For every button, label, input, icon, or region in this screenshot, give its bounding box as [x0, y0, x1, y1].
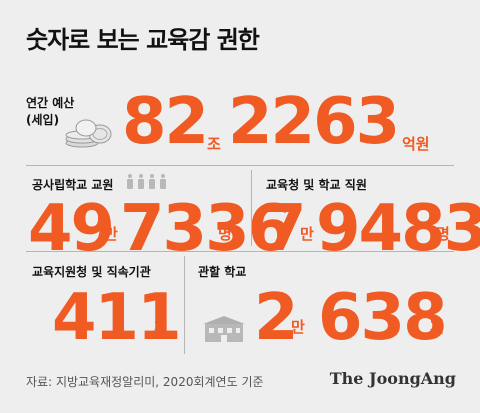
staff-label: 교육청 및 학교 직원 [266, 178, 367, 192]
schools-number-1: 2 [254, 281, 299, 355]
divider-2 [26, 251, 454, 252]
schools-unit-1: 만 [291, 318, 305, 336]
publisher-logo: The JoongAng [329, 369, 456, 388]
teachers-number-2: 7336 [120, 192, 292, 266]
teachers-unit-2: 명 [218, 225, 232, 243]
staff-unit-1: 만 [300, 225, 314, 243]
people-icon [126, 174, 167, 190]
divider-v1 [251, 170, 252, 246]
school-building-icon [203, 316, 245, 342]
budget-label-line1: 연간 예산 [26, 96, 75, 110]
budget-unit-1: 조 [207, 135, 221, 153]
budget-label: 연간 예산 (세입) [26, 94, 74, 128]
divider-1 [26, 165, 454, 166]
agencies-unit: 개 [154, 318, 168, 336]
budget-label-line2: (세입) [26, 113, 60, 127]
agencies-label: 교육지원청 및 직속기관 [32, 265, 151, 279]
budget-number-1: 82 [122, 85, 209, 159]
teachers-label: 공사립학교 교원 [32, 178, 114, 192]
staff-number-2: 9483 [316, 192, 480, 266]
divider-v2 [184, 256, 185, 354]
agencies-number: 411 [52, 281, 182, 355]
teachers-number-1: 49 [28, 192, 115, 266]
schools-number-2: 638 [318, 281, 448, 355]
schools-unit-2: 개 [430, 318, 444, 336]
schools-label: 관할 학교 [198, 265, 247, 279]
budget-unit-2: 억원 [402, 135, 430, 153]
staff-number-1: 7 [262, 192, 307, 266]
budget-number-2: 2263 [228, 85, 400, 159]
coins-icon [65, 119, 112, 148]
source-note: 자료: 지방교육재정알리미, 2020회계연도 기준 [26, 375, 264, 389]
staff-unit-2: 명 [436, 225, 450, 243]
teachers-unit-1: 만 [104, 225, 118, 243]
page-title: 숫자로 보는 교육감 권한 [26, 26, 260, 54]
